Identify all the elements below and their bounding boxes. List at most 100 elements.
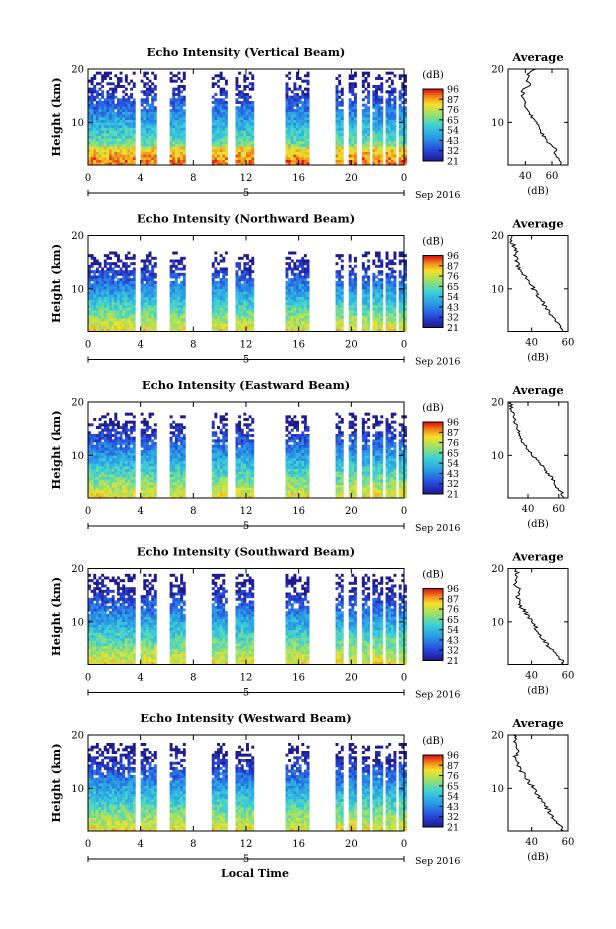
heatmap-cell (380, 125, 384, 128)
heatmap-cell (214, 143, 218, 147)
heatmap-cell (338, 159, 342, 163)
heatmap-cell (180, 106, 184, 110)
heatmap-cell (353, 114, 357, 118)
heatmap-cell (390, 149, 394, 152)
heatmap-cell (385, 312, 389, 316)
heatmap-cell (335, 275, 339, 279)
heatmap-cell (335, 296, 339, 300)
heatmap-cell (148, 111, 152, 115)
heatmap-cell (361, 288, 365, 292)
heatmap-cell (290, 286, 294, 290)
heatmap-cell (214, 310, 218, 314)
heatmap-cell (404, 109, 407, 112)
heatmap-cell (169, 468, 173, 472)
heatmap-cell (238, 296, 242, 300)
heatmap-cell (335, 122, 339, 126)
heatmap-cell (243, 280, 247, 284)
heatmap-cell (153, 85, 157, 88)
heatmap-cell (95, 312, 99, 316)
heatmap-cell (335, 270, 339, 274)
heatmap-cell (119, 267, 123, 271)
heatmap-cell (180, 307, 184, 311)
heatmap-cell (306, 262, 310, 266)
heatmap-cell (143, 93, 147, 96)
heatmap-cell (111, 323, 115, 327)
heatmap-cell (143, 146, 147, 150)
heatmap-cell (130, 146, 134, 150)
heatmap-cell (180, 256, 184, 260)
heatmap-cell (109, 151, 112, 155)
heatmap-cell (174, 474, 178, 477)
heatmap-cell (211, 323, 215, 327)
heatmap-cell (148, 103, 152, 107)
heatmap-cell (348, 328, 352, 332)
heatmap-cell (127, 162, 131, 166)
heatmap-cell (211, 157, 215, 160)
heatmap-cell (127, 122, 131, 126)
heatmap-cell (385, 111, 389, 115)
heatmap-cell (214, 109, 218, 112)
heatmap-cell (151, 323, 155, 327)
heatmap-cell (367, 149, 371, 152)
heatmap-cell (172, 114, 176, 118)
heatmap-cell (296, 315, 299, 319)
heatmap-cell (90, 468, 94, 472)
heatmap-cell (375, 280, 378, 284)
heatmap-cell (103, 474, 107, 477)
heatmap-cell (124, 159, 128, 163)
heatmap-cell (303, 299, 307, 303)
heatmap-cell (219, 146, 223, 150)
heatmap-cell (143, 98, 147, 102)
heatmap-cell (351, 133, 355, 136)
heatmap-cell (393, 143, 397, 147)
heatmap-cell (224, 146, 228, 150)
heatmap-cell (224, 111, 228, 115)
heatmap-cell (211, 141, 215, 144)
heatmap-cell (93, 77, 97, 80)
heatmap-cell (98, 436, 102, 440)
heatmap-cell (377, 119, 381, 123)
heatmap-cell (101, 111, 105, 115)
heatmap-cell (130, 460, 134, 464)
heatmap-cell (88, 495, 91, 499)
heatmap-cell (130, 162, 134, 166)
heatmap-cell (95, 127, 99, 131)
heatmap-cell (174, 476, 178, 480)
heatmap-cell (214, 267, 218, 271)
heatmap-cell (338, 294, 342, 298)
heatmap-cell (251, 310, 255, 314)
heatmap-cell (130, 133, 134, 136)
heatmap-cell (153, 119, 157, 123)
heatmap-cell (285, 85, 289, 88)
heatmap-cell (103, 270, 107, 274)
heatmap-cell (101, 114, 105, 118)
heatmap-cell (351, 157, 355, 160)
heatmap-cell (298, 275, 302, 279)
heatmap-cell (98, 450, 102, 453)
heatmap-cell (132, 254, 136, 258)
heatmap-cell (148, 479, 152, 483)
heatmap-cell (140, 312, 144, 316)
heatmap-cell (119, 434, 123, 437)
colorbar-swatch (423, 152, 443, 155)
heatmap-cell (127, 420, 131, 424)
heatmap-cell (95, 90, 99, 94)
heatmap-cell (169, 77, 173, 80)
heatmap-cell (127, 294, 131, 298)
heatmap-cell (288, 135, 292, 139)
heatmap-cell (122, 484, 126, 488)
heatmap-cell (177, 476, 181, 480)
heatmap-cell (298, 85, 302, 88)
heatmap-cell (169, 315, 173, 319)
heatmap-cell (143, 125, 147, 128)
heatmap-cell (174, 267, 178, 271)
heatmap-cell (338, 288, 342, 292)
heatmap-cell (219, 130, 223, 134)
heatmap-cell (361, 310, 365, 314)
heatmap-cell (296, 125, 299, 128)
heatmap-cell (169, 490, 173, 493)
heatmap-cell (219, 291, 223, 295)
heatmap-cell (340, 101, 344, 104)
heatmap-cell (224, 95, 228, 99)
heatmap-cell (98, 455, 102, 459)
